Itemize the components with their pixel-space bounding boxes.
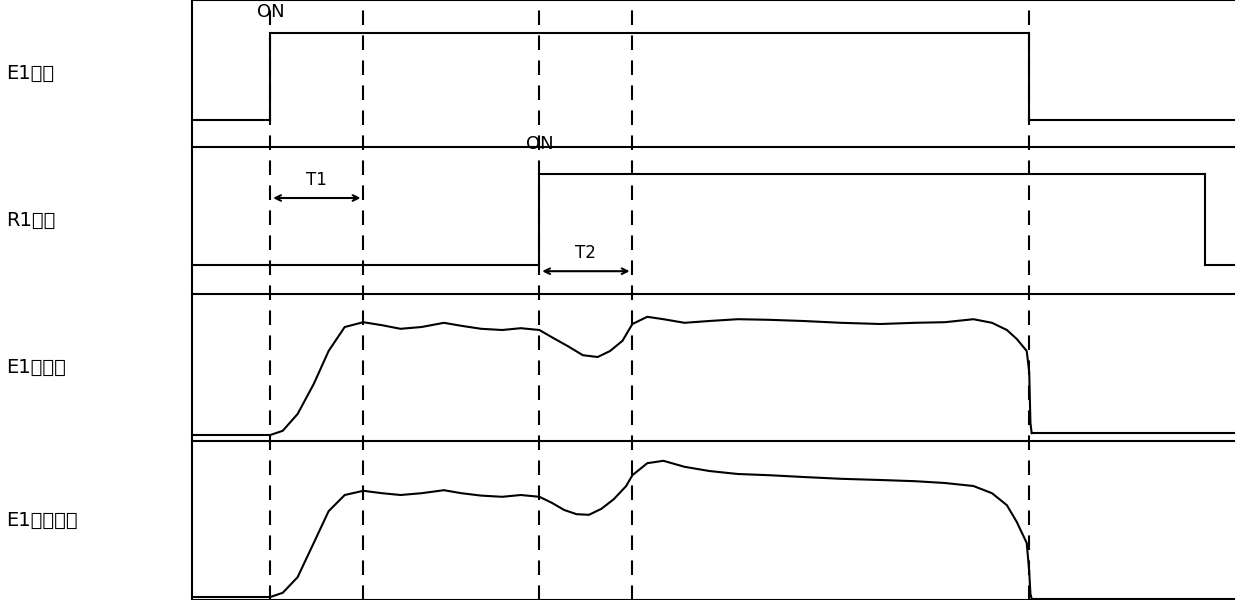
- Text: E1轧制力矩: E1轧制力矩: [6, 511, 78, 530]
- Text: E1咬钢: E1咬钢: [6, 64, 55, 83]
- Text: T1: T1: [306, 171, 327, 189]
- Text: T2: T2: [575, 244, 596, 262]
- Text: ON: ON: [257, 3, 284, 21]
- Text: ON: ON: [526, 135, 553, 153]
- Text: R1咬钢: R1咬钢: [6, 211, 56, 230]
- Text: E1轧制力: E1轧制力: [6, 358, 66, 377]
